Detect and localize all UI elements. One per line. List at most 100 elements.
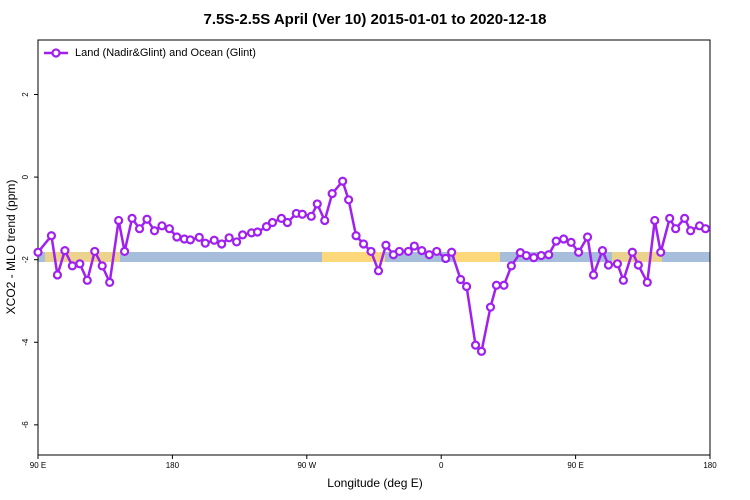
plot-frame bbox=[37, 39, 711, 456]
data-point bbox=[82, 275, 92, 285]
data-point bbox=[366, 246, 376, 257]
data-point bbox=[33, 247, 43, 257]
data-point bbox=[394, 246, 404, 257]
data-point bbox=[90, 246, 100, 257]
data-point bbox=[297, 209, 307, 219]
data-point bbox=[67, 261, 77, 271]
data-point bbox=[312, 199, 322, 209]
data-point bbox=[134, 224, 145, 234]
data-point bbox=[551, 236, 561, 246]
data-point bbox=[536, 250, 546, 261]
y-tick-label: -4 bbox=[21, 338, 30, 346]
data-point bbox=[114, 215, 124, 226]
data-point bbox=[224, 233, 234, 243]
data-point bbox=[320, 215, 330, 226]
data-point bbox=[351, 231, 361, 241]
x-tick-label: 90 W bbox=[297, 461, 316, 470]
data-point bbox=[142, 214, 152, 224]
data-point bbox=[424, 250, 434, 260]
data-point bbox=[485, 302, 496, 312]
data-point bbox=[185, 235, 195, 245]
data-point bbox=[97, 261, 107, 271]
data-point bbox=[441, 253, 451, 264]
data-point bbox=[417, 245, 427, 256]
data-point bbox=[105, 277, 115, 287]
data-point bbox=[618, 275, 628, 285]
data-point bbox=[529, 253, 539, 263]
data-point bbox=[597, 245, 608, 256]
y-tick-label: 2 bbox=[21, 92, 30, 97]
data-point bbox=[194, 232, 204, 242]
data-point bbox=[447, 247, 457, 257]
data-point bbox=[573, 247, 584, 257]
data-point bbox=[344, 195, 354, 205]
data-point bbox=[461, 281, 472, 292]
y-tick-label: -6 bbox=[21, 421, 30, 429]
data-point bbox=[521, 250, 531, 261]
data-point bbox=[381, 240, 391, 250]
data-point bbox=[627, 247, 637, 257]
data-point bbox=[403, 246, 413, 257]
data-point bbox=[172, 232, 182, 242]
data-point bbox=[633, 260, 643, 270]
data-point bbox=[665, 213, 675, 223]
legend-marker bbox=[51, 48, 61, 58]
chart-title: 7.5S-2.5S April (Ver 10) 2015-01-01 to 2… bbox=[204, 11, 547, 28]
data-point bbox=[127, 213, 137, 223]
data-point bbox=[149, 226, 160, 236]
data-point bbox=[491, 280, 502, 290]
data-point bbox=[650, 215, 660, 226]
data-point bbox=[252, 227, 263, 237]
data-point bbox=[700, 224, 711, 234]
data-point bbox=[120, 246, 130, 257]
data-point bbox=[566, 237, 576, 247]
data-point bbox=[373, 266, 384, 276]
data-point bbox=[470, 340, 481, 350]
data-point bbox=[476, 346, 487, 356]
data-point bbox=[544, 250, 554, 260]
x-tick-label: 90 E bbox=[30, 461, 46, 470]
band-land bbox=[322, 252, 385, 262]
data-point bbox=[588, 270, 599, 280]
data-point bbox=[46, 231, 57, 241]
data-point bbox=[261, 222, 272, 232]
data-point bbox=[499, 280, 509, 290]
data-point bbox=[327, 189, 337, 199]
data-point bbox=[282, 217, 292, 228]
x-tick-label: 90 E bbox=[567, 461, 583, 470]
data-point bbox=[506, 261, 516, 271]
band-land bbox=[45, 252, 120, 262]
band-land bbox=[455, 252, 500, 262]
data-point bbox=[157, 221, 167, 231]
data-point bbox=[656, 247, 666, 257]
data-point bbox=[209, 235, 219, 245]
data-point bbox=[680, 213, 690, 223]
data-point bbox=[217, 239, 227, 249]
data-point bbox=[306, 211, 316, 221]
data-point bbox=[559, 234, 569, 244]
band-land bbox=[612, 252, 662, 262]
x-tick-label: 0 bbox=[439, 461, 444, 470]
data-point bbox=[232, 237, 242, 247]
y-tick-label: 0 bbox=[21, 174, 30, 179]
data-point bbox=[409, 241, 419, 251]
data-point bbox=[642, 277, 652, 287]
data-point bbox=[603, 260, 614, 270]
data-point bbox=[75, 259, 85, 269]
data-point bbox=[456, 274, 466, 285]
data-point bbox=[612, 259, 623, 269]
y-tick-label: -2 bbox=[21, 256, 30, 264]
x-tick-label: 180 bbox=[166, 461, 180, 470]
y-axis-label: XCO2 - MLO trend (ppm) bbox=[4, 180, 18, 315]
data-point bbox=[276, 213, 287, 223]
x-tick-label: 180 bbox=[703, 461, 717, 470]
data-point bbox=[237, 230, 248, 240]
data-point bbox=[671, 224, 681, 234]
data-point bbox=[358, 239, 369, 249]
data-point bbox=[338, 176, 348, 186]
data-point bbox=[60, 245, 70, 256]
data-point bbox=[52, 270, 63, 280]
data-point bbox=[164, 224, 175, 234]
